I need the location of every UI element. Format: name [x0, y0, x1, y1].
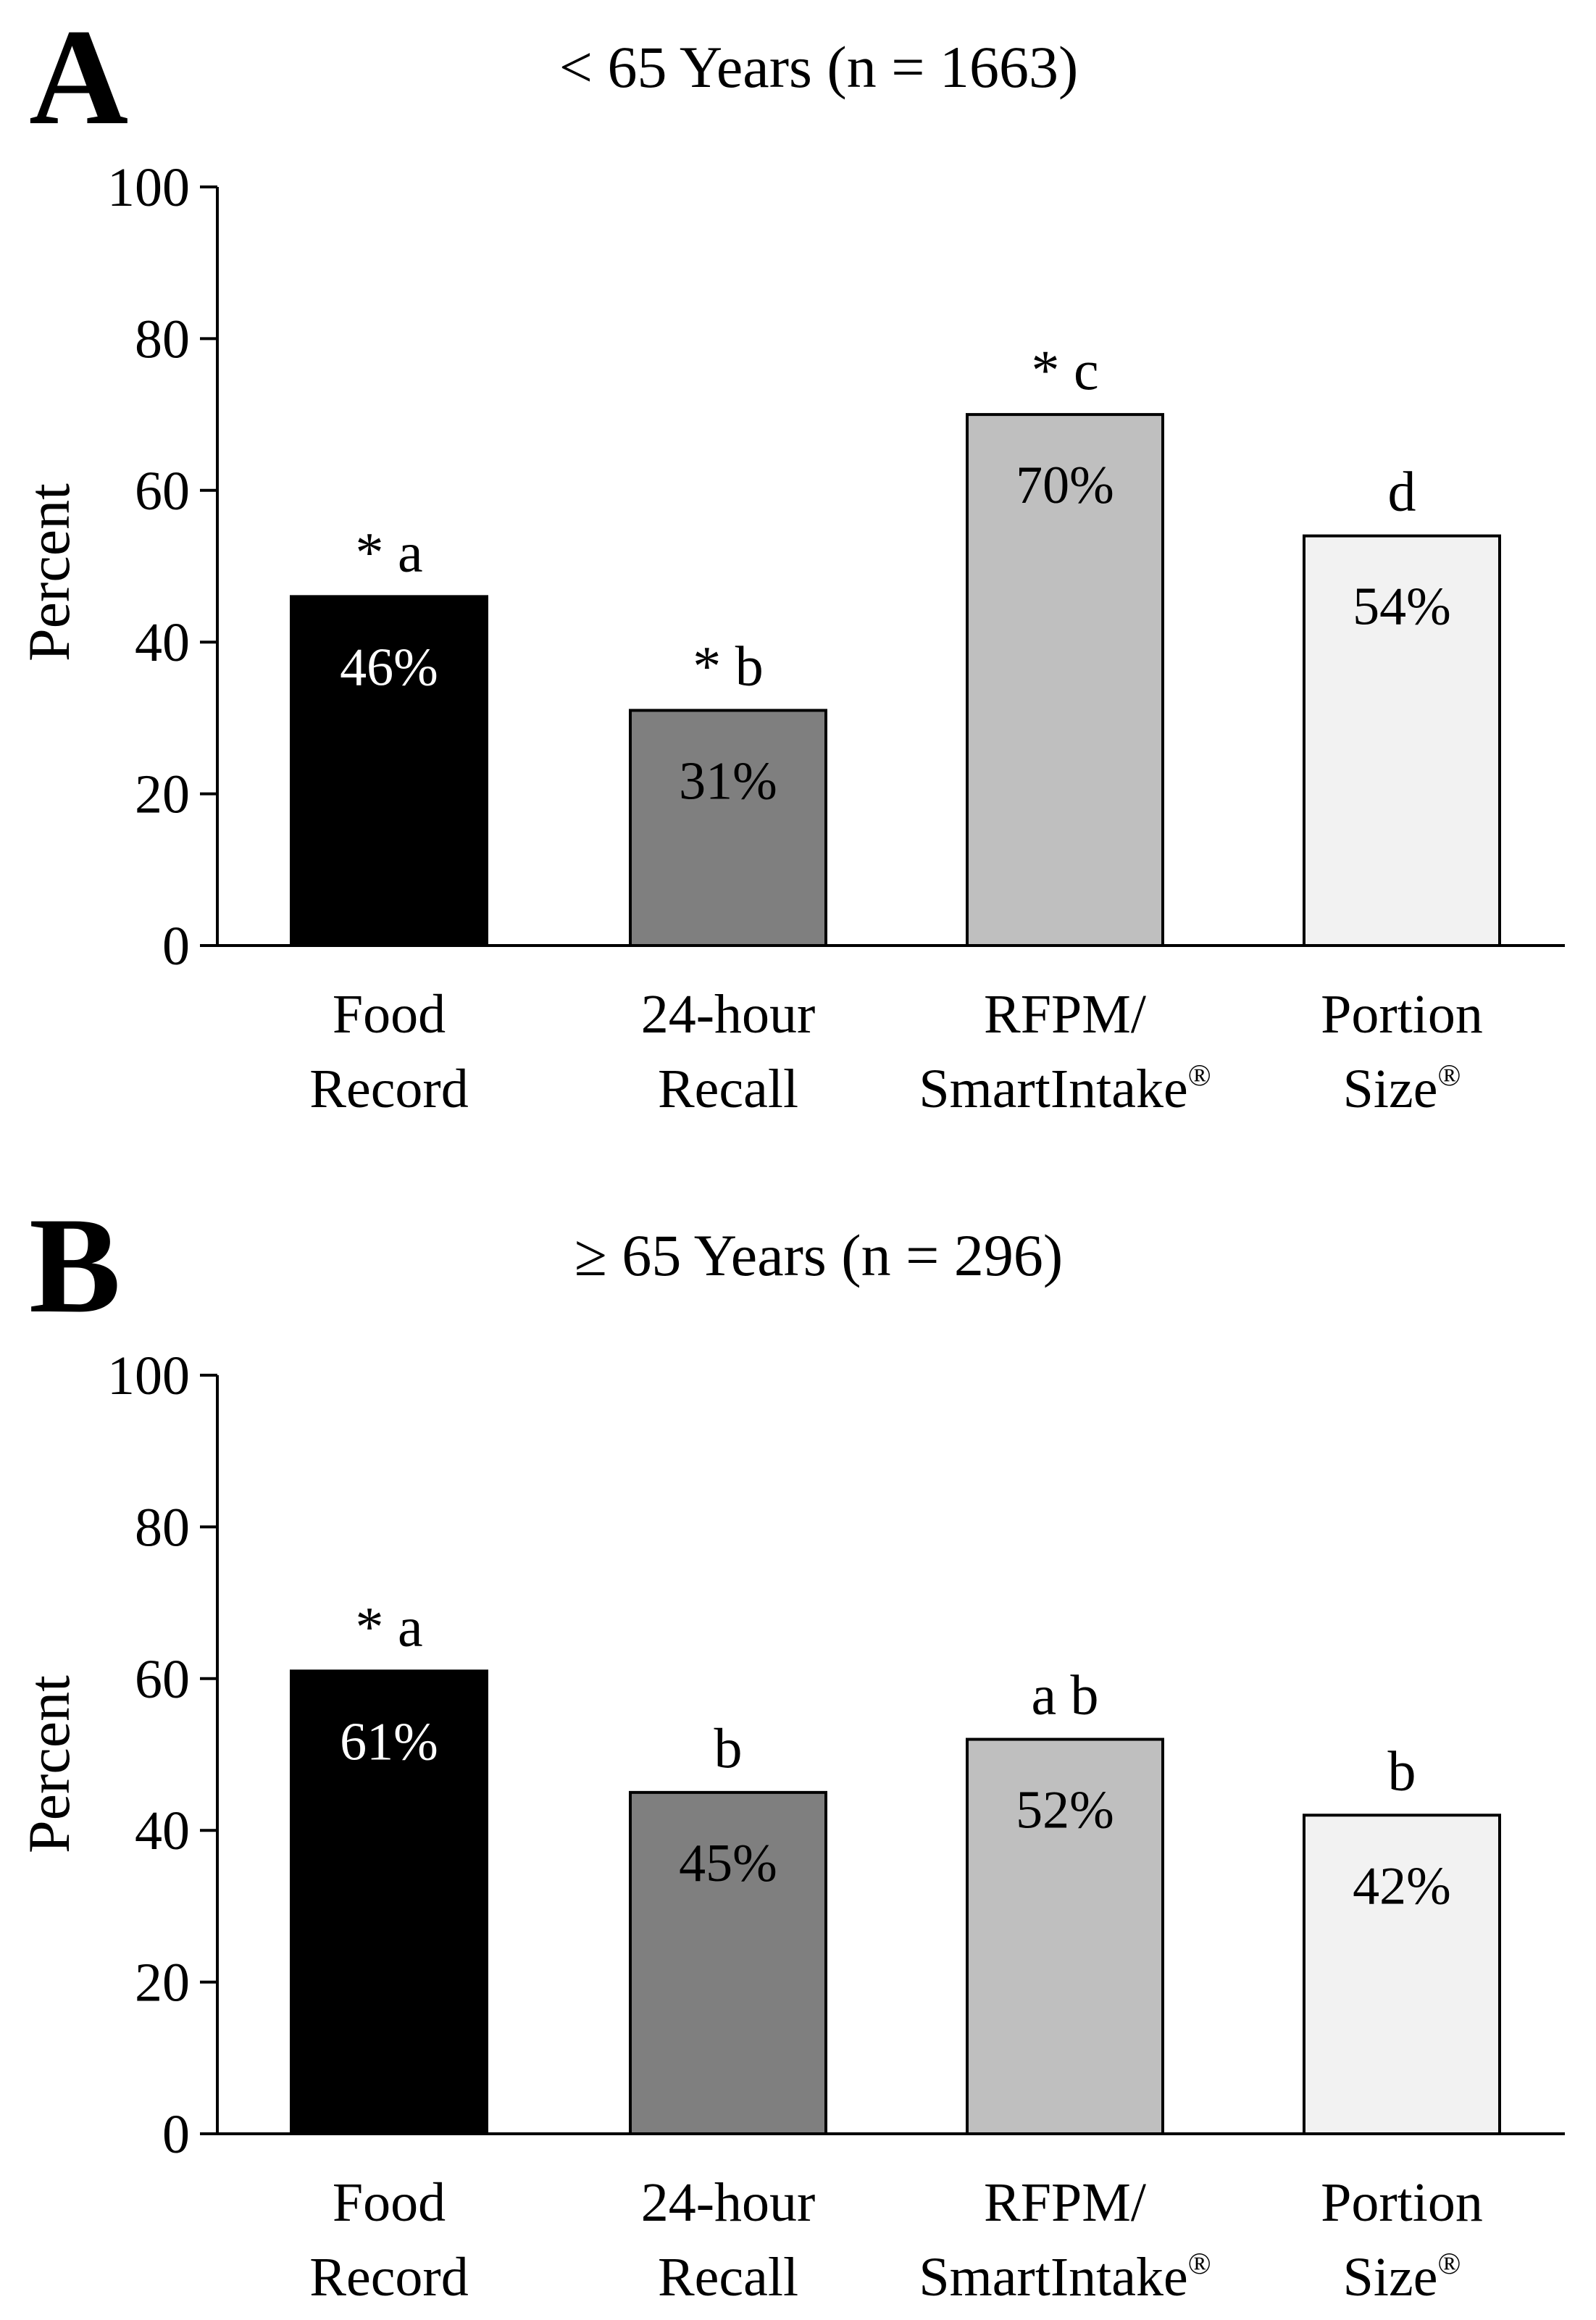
significance-label: * a: [355, 1595, 422, 1658]
y-axis-label: Percent: [16, 1675, 82, 1853]
y-tick-label: 40: [135, 612, 190, 673]
bar: [966, 413, 1164, 947]
significance-label: d: [1388, 460, 1416, 523]
bar: [290, 595, 488, 947]
y-tick-label: 100: [107, 157, 190, 218]
bar-value-label: 54%: [1353, 577, 1451, 637]
significance-label: * c: [1031, 338, 1098, 401]
category-label: Record: [309, 1059, 468, 1119]
chart-title: < 65 Years (n = 1663): [559, 34, 1079, 100]
category-label: SmartIntake®: [919, 2247, 1211, 2308]
panel-b: B ≥ 65 Years (n = 296) Percent 0 20 40 60 80…: [16, 1190, 1565, 2308]
bar: [966, 1737, 1164, 2136]
bar-value-label: 61%: [340, 1712, 438, 1772]
chart-marks: 0 20 40 60 80 100 61% * a Food Record 45% b 24-hour R…: [107, 1345, 1565, 2308]
bar-value-label: 42%: [1353, 1856, 1451, 1916]
y-tick-label: 80: [135, 309, 190, 370]
bar: [629, 1790, 827, 2136]
bar-value-label: 52%: [1016, 1781, 1114, 1840]
category-label: Food: [333, 2172, 446, 2233]
bar-value-label: 46%: [340, 638, 438, 697]
significance-label: a b: [1031, 1664, 1098, 1727]
category-label: RFPM/: [984, 2172, 1147, 2233]
y-axis-label: Percent: [16, 483, 82, 662]
bar: [290, 1669, 488, 2136]
bar: [629, 709, 827, 947]
bar-value-label: 45%: [679, 1834, 777, 1893]
chart-marks: 0 20 40 60 80 100 46% * a Food Record 31% * b 24-hou…: [107, 157, 1565, 1119]
category-label: Portion: [1321, 2172, 1483, 2233]
category-label: Size®: [1343, 1059, 1461, 1119]
significance-label: b: [1388, 1739, 1416, 1802]
category-label: SmartIntake®: [919, 1059, 1211, 1119]
category-label: Recall: [658, 2247, 798, 2308]
y-tick-label: 80: [135, 1497, 190, 1558]
y-tick-label: 100: [107, 1345, 190, 1406]
category-label: RFPM/: [984, 984, 1147, 1045]
y-tick-label: 60: [135, 1649, 190, 1710]
significance-label: * b: [693, 634, 764, 697]
category-label: Size®: [1343, 2247, 1461, 2308]
y-tick-label: 20: [135, 1953, 190, 2014]
significance-label: b: [714, 1716, 743, 1779]
chart-title: ≥ 65 Years (n = 296): [575, 1222, 1063, 1288]
bar-value-label: 31%: [679, 751, 777, 811]
category-label: Food: [333, 984, 446, 1045]
bar: [1303, 534, 1501, 947]
y-tick-label: 20: [135, 764, 190, 825]
y-tick-label: 0: [162, 2104, 190, 2165]
panel-a: A < 65 Years (n = 1663) Percent 0 20 40 60 8…: [16, 1, 1565, 1119]
category-label: 24-hour: [641, 984, 816, 1045]
category-label: Record: [309, 2247, 468, 2308]
category-label: Recall: [658, 1059, 798, 1119]
y-tick-label: 0: [162, 916, 190, 977]
y-tick-label: 40: [135, 1800, 190, 1861]
panel-letter: B: [29, 1190, 121, 1342]
panel-letter: A: [29, 1, 128, 154]
bar-value-label: 70%: [1016, 456, 1114, 515]
category-label: Portion: [1321, 984, 1483, 1045]
significance-label: * a: [355, 520, 422, 583]
bar: [1303, 1814, 1501, 2135]
category-label: 24-hour: [641, 2172, 816, 2233]
y-tick-label: 60: [135, 461, 190, 522]
